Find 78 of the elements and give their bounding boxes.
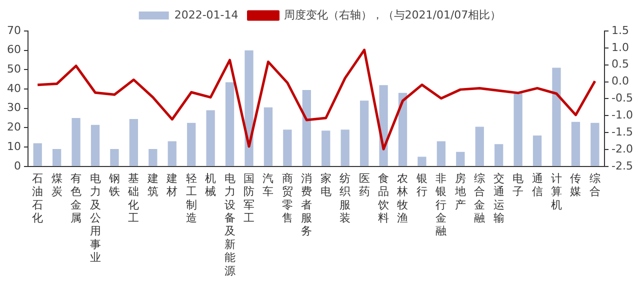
x-tick-label: 汽车 [262,172,274,198]
y-tick-label: 20 [6,120,21,134]
bar [90,124,100,166]
bar [72,118,80,166]
x-tick-label: 非银行金融 [434,172,447,238]
x-tick-label: 基础化工 [127,172,140,224]
y2-tick-label: 0.5 [612,58,630,71]
bar [456,152,465,166]
legend-label: 周度变化（右轴），（与2021/01/07相比） [284,8,502,22]
bar [168,141,176,166]
y2-tick-label: -2.5 [612,159,634,172]
y2-tick-label: 0.0 [612,74,630,88]
y-tick-label: 10 [6,140,21,153]
x-tick-label: 轻工制造 [186,172,197,224]
x-tick-label: 石油石化 [32,172,44,224]
y-tick-label: 60 [6,43,21,56]
bar [475,126,484,166]
x-tick-label: 煤炭 [51,172,62,198]
bar [532,135,542,166]
x-tick-label: 电力设备及新能源 [224,172,236,278]
x-tick-label: 通信 [532,172,543,198]
x-tick-label: 电力及公用事业 [90,172,101,264]
bar [322,130,330,166]
x-tick-label: 建筑 [146,172,158,198]
y-tick-label: 0 [14,159,21,172]
x-tick-label: 银行 [415,172,428,198]
y2-tick-label: -1.5 [612,125,634,138]
bar [302,90,311,166]
bar [148,148,158,166]
bar [360,100,369,166]
x-tick-label: 机械 [205,172,216,198]
bar [206,110,215,166]
bar [244,50,254,166]
y-tick-label: 30 [6,101,21,114]
y2-tick-label: -2.0 [612,142,634,156]
x-tick-label: 交通运输 [493,172,504,224]
bar [552,68,561,166]
legend-label: 2022-01-14 [174,8,238,22]
x-tick-label: 房地产 [454,172,466,212]
x-tick-label: 计算机 [550,172,562,212]
x-tick-label: 农林牧渔 [396,172,408,224]
x-tick-label: 电子 [512,172,524,198]
bar [571,122,580,166]
x-tick-label: 钢铁 [108,172,120,198]
bar [110,148,119,166]
x-tick-label: 综合 [589,172,600,198]
y-tick-label: 70 [6,24,21,37]
x-tick-label: 国防军工 [244,172,255,224]
x-tick-label: 医药 [358,172,370,198]
bar [264,107,273,166]
x-tick-label: 商贸零售 [282,172,293,224]
y2-tick-label: -0.5 [612,92,634,105]
bar [225,82,234,166]
x-tick-label: 建材 [166,172,178,198]
bar [129,119,138,166]
y2-tick-label: 1.5 [612,24,630,37]
x-tick-label: 综合金融 [474,172,486,224]
bar [52,148,62,166]
x-tick-label: 食品饮料 [377,172,390,224]
x-tick-label: 家电 [320,172,332,198]
bar [187,122,196,166]
x-tick-label: 消费者服务 [301,172,312,238]
bar [398,92,408,166]
bar [514,92,522,166]
bar [590,122,600,166]
x-tick-label: 有色金属 [70,172,82,224]
x-tick-label: 纺织服装 [340,172,351,224]
bar [418,156,426,166]
y-tick-label: 50 [6,62,21,76]
bar [340,130,350,166]
y2-tick-label: -1.0 [612,108,634,122]
bar [436,141,446,166]
bar [33,143,42,166]
y-tick-label: 40 [6,82,21,95]
x-tick-label: 传媒 [570,172,582,198]
bar [494,144,504,166]
y2-tick-label: 1.0 [612,40,630,54]
bar [283,130,292,166]
